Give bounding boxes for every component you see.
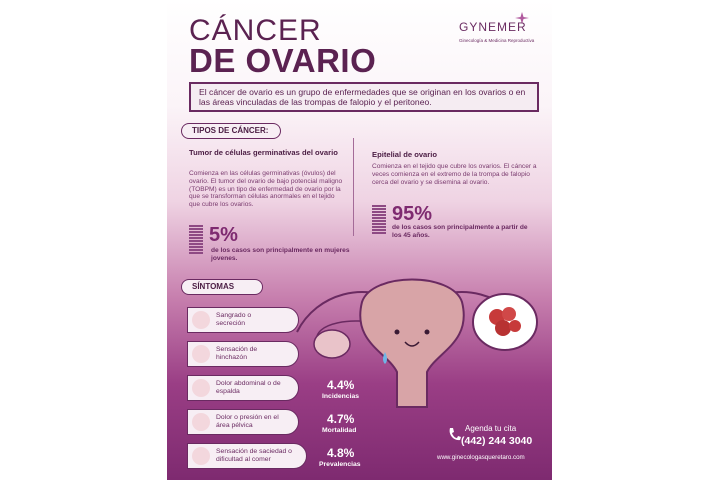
- stat-label: Incidencias: [322, 393, 360, 400]
- symptom-item: Dolor abdominal o de espalda: [187, 375, 299, 401]
- stat-value: 4.4%: [327, 378, 355, 392]
- germ-cell-percent: 5%: [209, 224, 238, 246]
- title-line-2: DE OVARIO: [189, 42, 377, 79]
- symptom-label: Sensación de hinchazón: [216, 346, 258, 361]
- website-link[interactable]: www.ginecologasqueretaro.com: [437, 454, 525, 461]
- logo-tagline: Ginecología & Medicina Reproductiva: [459, 38, 535, 43]
- epithelial-title: Epitelial de ovario: [372, 150, 437, 159]
- stat-label: Mortalidad: [322, 427, 357, 434]
- column-divider: [353, 138, 354, 236]
- brand-logo: GYNEMER Ginecología & Medicina Reproduct…: [459, 12, 545, 54]
- stat-value: 4.7%: [327, 412, 355, 426]
- symptom-label: Dolor o presión en el área pélvica: [216, 414, 279, 429]
- symptom-item: Sangrado o secreción: [187, 307, 299, 333]
- germ-cell-title: Tumor de células germinativas del ovario: [189, 148, 338, 157]
- symptom-label: Sangrado o secreción: [216, 312, 252, 327]
- germ-cell-text: Comienza en las células germinativas (óv…: [189, 170, 343, 209]
- germ-cell-bars-icon: [189, 225, 203, 255]
- symptom-label: Dolor abdominal o de espalda: [216, 380, 281, 395]
- stat-label: Prevalencias: [319, 461, 361, 468]
- woman-icon: [192, 447, 210, 465]
- abdomen-icon: [192, 345, 210, 363]
- epithelial-text: Comienza en el tejido que cubre los ovar…: [372, 163, 537, 186]
- germ-cell-note: de los casos son principalmente en mujer…: [211, 247, 350, 262]
- logo-name: GYNEMER: [459, 20, 527, 34]
- symptom-item: Dolor o presión en el área pélvica: [187, 409, 299, 435]
- left-ovary: [313, 329, 351, 359]
- symptoms-heading: SÍNTOMAS: [181, 279, 263, 295]
- phone-icon: [449, 428, 461, 441]
- title-line-1: CÁNCER: [189, 14, 322, 47]
- epithelial-percent: 95%: [392, 203, 433, 225]
- cta-phone[interactable]: (442) 244 3040: [461, 435, 533, 447]
- uterus-shape: [359, 278, 465, 408]
- pelvis-icon: [192, 413, 210, 431]
- logo-star-icon: [515, 12, 529, 24]
- symptom-item: Sensación de hinchazón: [187, 341, 299, 367]
- epithelial-note: de los casos son principalmente a partir…: [392, 224, 528, 239]
- cta-label: Agenda tu cita: [465, 424, 517, 433]
- ovary-illustration: [296, 278, 538, 408]
- types-heading: TIPOS DE CÁNCER:: [181, 123, 281, 139]
- epithelial-bars-icon: [372, 205, 386, 235]
- symptom-item: Sensación de saciedad o dificultad al co…: [187, 443, 307, 469]
- symptom-label: Sensación de saciedad o dificultad al co…: [216, 448, 292, 463]
- infographic-poster: CÁNCER DE OVARIO GYNEMER Ginecología & M…: [167, 0, 552, 480]
- stat-value: 4.8%: [327, 446, 355, 460]
- pain-icon: [192, 379, 210, 397]
- intro-box: El cáncer de ovario es un grupo de enfer…: [189, 82, 539, 112]
- uterus-icon: [192, 311, 210, 329]
